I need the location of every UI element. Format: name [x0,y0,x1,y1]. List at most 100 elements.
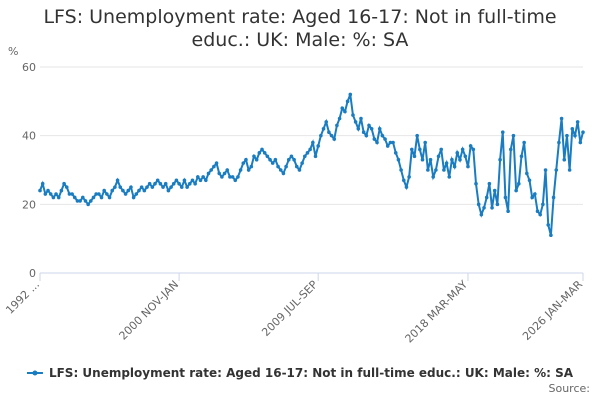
data-point [150,185,155,189]
data-point [182,178,187,183]
data-point [171,181,176,186]
data-point [335,123,339,128]
data-point [303,154,307,159]
data-point [187,181,192,186]
data-point [185,185,189,189]
data-point [420,157,425,162]
data-point [361,130,366,135]
data-point [46,188,50,193]
data-point [59,188,64,193]
data-point [212,164,216,169]
data-point [458,157,462,162]
data-point [206,171,211,176]
data-point [527,178,532,183]
data-point [110,188,115,193]
data-point [423,140,427,145]
data-point [281,171,286,176]
data-point [367,123,371,128]
data-point [196,175,200,179]
data-point [40,181,45,186]
data-point [321,127,326,131]
data-point [118,185,123,189]
data-point [198,178,203,183]
data-point [559,116,564,121]
data-point [129,185,133,189]
data-point [107,195,112,200]
data-point [452,164,457,169]
data-point [385,144,390,148]
data-point [337,116,342,121]
x-tick-label: 2000 NOV-JAN [117,278,182,343]
data-point [479,212,484,217]
data-point [431,175,436,179]
data-point [311,140,315,145]
data-point [70,192,74,196]
data-point [257,151,262,155]
data-point [468,144,473,148]
data-point [228,175,232,179]
data-point [399,168,403,172]
data-point [260,147,264,152]
data-point [97,192,101,196]
y-tick-label: 20 [22,198,36,211]
data-point [99,195,104,200]
data-point [490,205,494,210]
y-tick-label: 40 [22,130,36,143]
data-point [517,181,521,186]
data-point [204,178,208,183]
data-point [214,161,219,165]
data-point [300,161,304,165]
data-point [241,161,246,165]
data-point [332,137,337,141]
data-point [474,181,478,186]
data-point [364,133,369,138]
data-point [447,175,452,179]
data-point [316,144,320,148]
data-point [380,133,385,138]
data-point [289,154,294,159]
data-point [268,157,272,162]
source: Source: [549,382,591,395]
data-point [126,188,131,193]
data-point [83,199,88,203]
data-point [573,133,577,138]
data-point [434,168,438,172]
x-tick-label: 1992 ... [3,278,42,317]
data-point [254,157,259,162]
data-point [147,181,152,186]
data-point [38,188,42,193]
data-point [72,195,77,200]
data-point [388,140,393,145]
data-point [75,199,80,203]
data-point [217,171,222,176]
data-point [246,168,251,172]
data-point [476,202,481,207]
data-point [48,192,53,196]
data-point [426,168,430,172]
data-point [495,202,500,207]
legend-label: LFS: Unemployment rate: Aged 16-17: Not … [49,366,574,380]
data-point [538,212,543,217]
data-point [139,185,144,189]
data-point [222,171,227,176]
data-point [201,175,205,179]
series-line [39,94,584,236]
data-point [375,140,379,145]
data-point [503,195,508,200]
x-tick-label: 2026 JAN-MAR [520,278,585,343]
data-point [209,168,213,172]
data-point [286,157,291,162]
data-point [56,195,61,200]
data-point [115,178,120,183]
data-point [340,106,345,110]
data-point [546,223,551,227]
data-point [525,171,529,176]
data-point [78,199,82,203]
data-point [123,192,128,196]
data-point [506,209,510,213]
data-point [463,154,468,159]
data-point [436,154,441,159]
data-point [549,233,553,238]
y-axis-label: % [8,45,18,58]
